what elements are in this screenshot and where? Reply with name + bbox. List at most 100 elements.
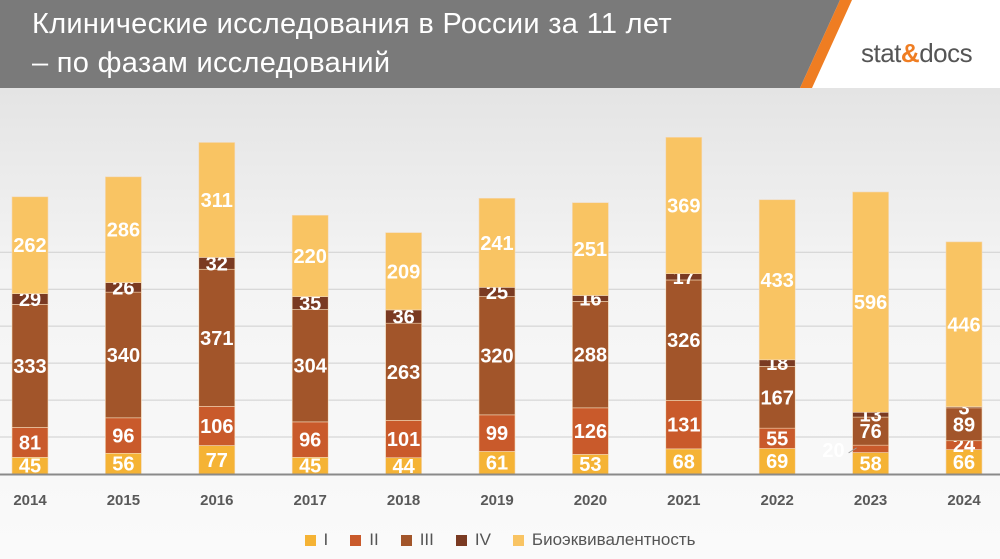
legend-swatch <box>512 534 524 546</box>
bar-segment-2019-III <box>478 296 516 416</box>
data-label: 44 <box>392 456 415 478</box>
data-label: 99 <box>486 423 508 445</box>
bar-segment-2020-Биоэквивалентность <box>572 202 609 296</box>
x-tick-label: 2018 <box>387 492 420 509</box>
bar-segment-2022-III <box>758 366 796 429</box>
data-label: 68 <box>673 451 695 473</box>
bar-segment-2018-III <box>385 322 422 421</box>
data-label: 69 <box>766 451 788 473</box>
bar-segment-2015-III <box>105 291 142 419</box>
data-label: 446 <box>947 314 980 336</box>
x-tick-label: 2017 <box>294 492 327 509</box>
legend-label: Биоэквивалентность <box>531 530 696 549</box>
data-label: 58 <box>859 453 881 475</box>
data-label: 96 <box>299 430 321 452</box>
data-label: 241 <box>480 233 513 255</box>
bar-segment-2017-III <box>291 309 329 423</box>
x-tick-label: 2015 <box>107 492 140 509</box>
data-label: 76 <box>859 421 881 443</box>
bar-segment-2024-Биоэквивалентность <box>945 241 983 408</box>
x-tick-label: 2014 <box>13 492 47 509</box>
data-label: 89 <box>953 414 975 436</box>
bar-segment-2018-II <box>385 420 422 459</box>
x-tick-label: 2022 <box>761 492 794 509</box>
data-label: 29 <box>19 289 41 311</box>
data-label: 77 <box>206 450 228 472</box>
bar-segment-2018-Биоэквивалентность <box>385 232 422 311</box>
data-label: 340 <box>107 345 140 367</box>
title-line-2: – по фазам исследований <box>32 47 391 79</box>
data-label: 251 <box>574 239 607 261</box>
data-label: 220 <box>294 246 327 268</box>
legend-item: Биоэквивалентность <box>512 530 696 550</box>
legend-item: II <box>350 530 379 550</box>
data-label: 36 <box>392 307 414 329</box>
bar-segment-2014-Биоэквивалентность <box>11 196 49 294</box>
legend-label: II <box>369 530 379 549</box>
data-label: 56 <box>112 454 134 476</box>
data-label: 286 <box>107 220 140 242</box>
bar-segment-2021-Биоэквивалентность <box>665 136 703 274</box>
data-label: 26 <box>112 277 134 299</box>
data-label: 81 <box>19 432 41 454</box>
bar-segment-2017-II <box>291 421 329 458</box>
bar-segment-2021-II <box>665 400 703 450</box>
legend-item: III <box>400 530 434 550</box>
data-label: 320 <box>480 346 513 368</box>
legend-item: IV <box>455 530 491 550</box>
bar-segment-2021-III <box>665 279 703 401</box>
legend-swatch <box>304 534 316 546</box>
data-label: 101 <box>387 429 420 451</box>
bar-segment-2023-Биоэквивалентность <box>852 191 889 413</box>
data-label: 35 <box>299 293 321 315</box>
x-tick-label: 2016 <box>200 492 233 509</box>
bar-segment-2022-Биоэквивалентность <box>758 199 796 361</box>
legend-swatch <box>455 534 467 546</box>
bar-segment-2021-I <box>665 448 703 475</box>
legend: I II III IV Биоэквивалентность <box>0 530 1000 550</box>
data-label: 96 <box>112 426 134 448</box>
data-label: 61 <box>486 453 508 475</box>
data-label: 45 <box>299 456 321 478</box>
x-tick-label: 2019 <box>480 492 513 509</box>
x-tick-label: 2020 <box>574 492 607 509</box>
x-tick-label: 2023 <box>854 492 887 509</box>
title-line-1: Клинические исследования в России за 11 … <box>32 8 672 40</box>
legend-label: IV <box>474 530 491 549</box>
data-label: 326 <box>667 330 700 352</box>
header-banner <box>0 0 852 88</box>
bar-segment-2014-III <box>11 304 49 428</box>
bar-segment-2020-II <box>572 407 609 455</box>
data-label: 3 <box>958 397 969 419</box>
legend-label: III <box>419 530 434 549</box>
data-label: 106 <box>200 416 233 438</box>
bar-segment-2019-Биоэквивалентность <box>478 197 516 288</box>
data-label: 262 <box>13 235 46 257</box>
data-label: 369 <box>667 195 700 217</box>
data-label: 45 <box>19 456 41 478</box>
data-label: 55 <box>766 428 788 450</box>
data-label: 53 <box>579 454 601 476</box>
bar-segment-2015-Биоэквивалентность <box>105 176 142 283</box>
bar-segment-2016-III <box>198 268 236 407</box>
x-tick-label: 2024 <box>947 492 981 509</box>
data-label: 131 <box>667 415 700 437</box>
header: Клинические исследования в России за 11 … <box>0 0 1000 88</box>
legend-swatch <box>350 534 362 546</box>
x-tick-label: 2021 <box>667 492 700 509</box>
leader-line <box>848 447 857 454</box>
data-label: 371 <box>200 328 233 350</box>
bar-segment-2014-II <box>11 427 49 458</box>
data-label: 32 <box>206 253 228 275</box>
data-label: 333 <box>13 356 46 378</box>
legend-item: I <box>304 530 328 550</box>
bar-segment-2016-Биоэквивалентность <box>198 142 236 258</box>
bar-segment-2017-Биоэквивалентность <box>291 214 329 297</box>
bar-segment-2024-III <box>945 407 983 442</box>
logo: stat&docs <box>861 38 973 68</box>
legend-swatch <box>400 534 412 546</box>
data-label: 311 <box>201 190 233 212</box>
data-label: 126 <box>574 421 607 443</box>
data-label: 304 <box>294 356 328 378</box>
